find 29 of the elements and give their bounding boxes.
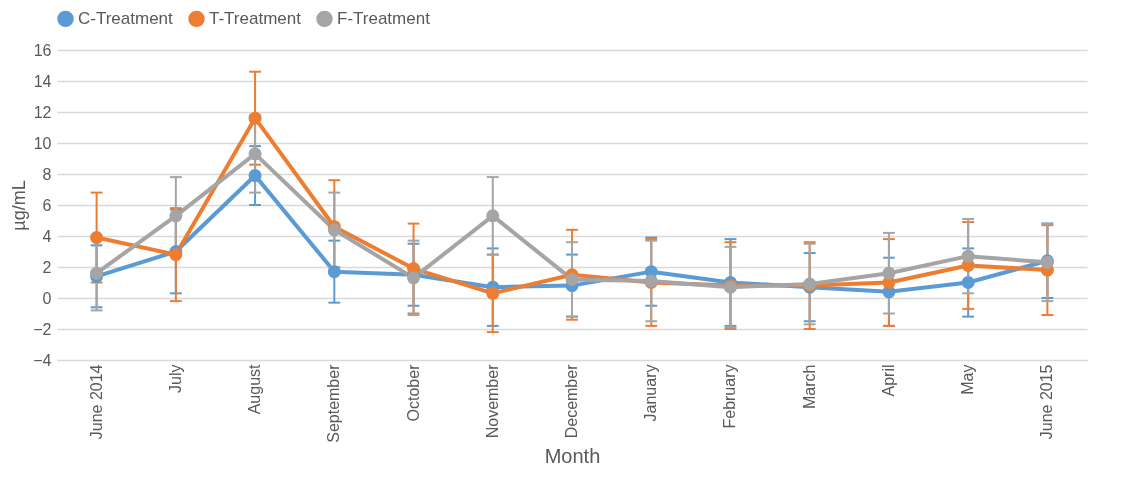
y-tick-label: 14 (33, 72, 52, 90)
y-tick-label: 10 (33, 134, 52, 152)
x-tick-label: April (879, 364, 897, 397)
y-tick-label: −4 (33, 351, 52, 369)
y-axis-title: µg/mL (9, 180, 30, 231)
x-tick-label: June 2015 (1038, 364, 1056, 440)
x-tick-label: February (721, 364, 739, 429)
x-tick-label: June 2014 (87, 364, 105, 440)
x-axis-title: Month (544, 444, 601, 467)
x-tick-label: August (246, 363, 264, 415)
y-tick-label: 6 (42, 196, 52, 214)
x-tick-label: July (166, 364, 184, 393)
x-tick-label: March (800, 364, 818, 409)
y-tick-label: 2 (42, 258, 52, 276)
x-tick-label: October (404, 363, 422, 422)
legend-label: T-Treatment (209, 8, 302, 28)
y-tick-label: 0 (42, 289, 52, 307)
x-tick-label: May (959, 364, 977, 395)
x-tick-label: September (325, 363, 343, 443)
y-tick-label: 16 (33, 41, 52, 59)
y-tick-label: −2 (33, 320, 52, 338)
legend-label: F-Treatment (337, 8, 431, 28)
y-tick-label: 4 (42, 227, 52, 245)
y-tick-label: 12 (33, 103, 52, 121)
x-tick-label: November (483, 363, 501, 439)
legend-label: C-Treatment (78, 8, 174, 28)
x-tick-label: December (563, 363, 580, 439)
y-tick-label: 8 (42, 165, 52, 183)
x-tick-label: January (642, 364, 660, 422)
